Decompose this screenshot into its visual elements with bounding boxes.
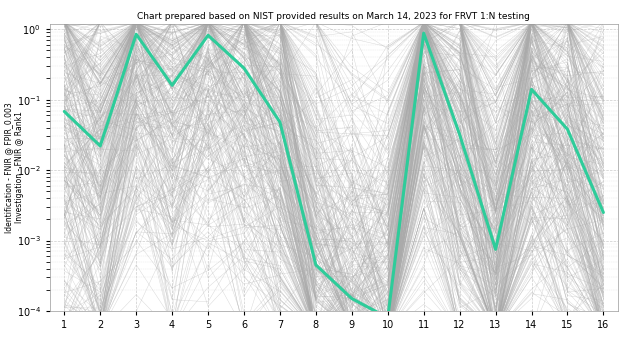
Title: Chart prepared based on NIST provided results on March 14, 2023 for FRVT 1:N tes: Chart prepared based on NIST provided re… xyxy=(137,13,530,22)
Y-axis label: Identification - FNIR @ FPIR_0.003
Investigation - FNIR @ Rank1: Identification - FNIR @ FPIR_0.003 Inves… xyxy=(4,102,24,233)
